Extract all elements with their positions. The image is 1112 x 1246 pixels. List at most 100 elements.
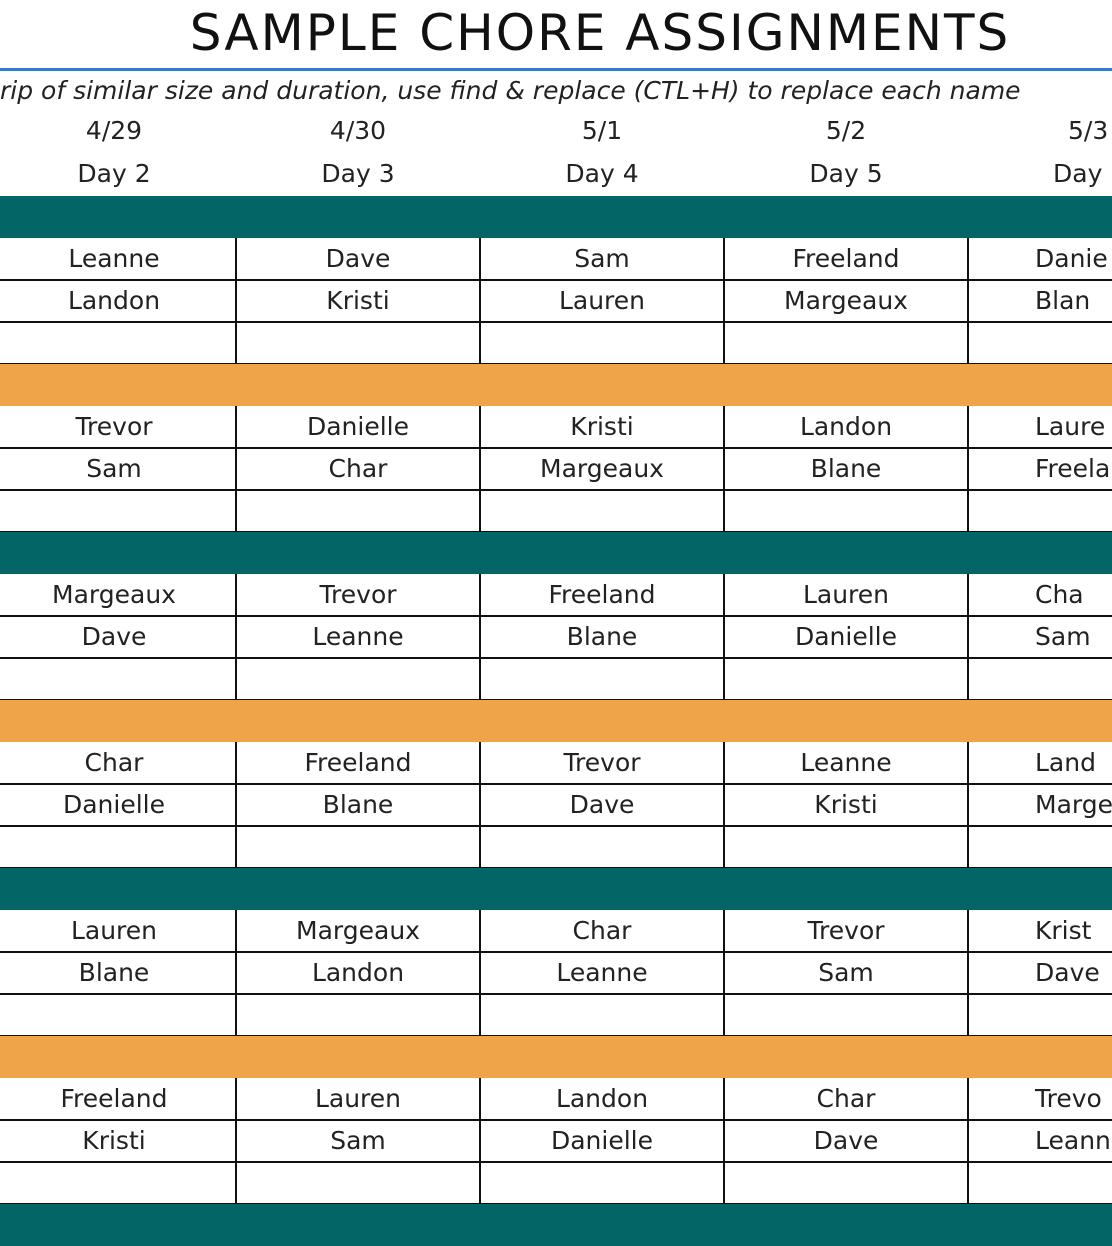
name-cell: Trevor: [319, 580, 397, 609]
name-cell: Blan: [1035, 286, 1091, 315]
name-cell: Danie: [1035, 244, 1108, 273]
row-border: [0, 447, 1112, 449]
name-cell: Trevor: [807, 916, 885, 945]
date: 5/3: [1068, 116, 1109, 145]
name-cell: Freeland: [548, 580, 656, 609]
name-cell: Char: [328, 454, 388, 483]
name-cell: Lauren: [314, 1084, 402, 1113]
title: SAMPLE CHORE ASSIGNMENTS: [189, 4, 1011, 62]
group-band: [0, 1204, 1112, 1246]
col-border: [723, 1078, 725, 1204]
date: 4/29: [85, 116, 143, 145]
col-border: [235, 910, 237, 1036]
row-border: [0, 783, 1112, 785]
name-cell: Sam: [1035, 622, 1091, 651]
col-border: [235, 574, 237, 700]
date: 4/30: [329, 116, 387, 145]
name-cell: Sam: [86, 454, 142, 483]
name-cell: Cha: [1035, 580, 1084, 609]
name-cell: Marge: [1035, 790, 1112, 819]
name-cell: Kristi: [82, 1126, 146, 1155]
name-cell: Trevor: [75, 412, 153, 441]
name-cell: Krist: [1035, 916, 1092, 945]
col-border: [723, 742, 725, 868]
name-cell: Land: [1035, 748, 1096, 777]
name-cell: Margeaux: [296, 916, 420, 945]
name-cell: Sam: [574, 244, 630, 273]
name-cell: Dave: [1035, 958, 1100, 987]
row-border: [0, 279, 1112, 281]
name-cell: Dave: [81, 622, 147, 651]
name-cell: Blane: [322, 790, 394, 819]
col-border: [479, 406, 481, 532]
name-cell: Blane: [78, 958, 150, 987]
title-rule: [0, 68, 1112, 71]
col-border: [967, 910, 969, 1036]
name-cell: Char: [572, 916, 632, 945]
name-cell: Margeaux: [540, 454, 664, 483]
row-border: [0, 993, 1112, 995]
name-cell: Margeaux: [52, 580, 176, 609]
row-border: [0, 489, 1112, 491]
name-cell: Dave: [325, 244, 391, 273]
name-cell: Margeaux: [784, 286, 908, 315]
name-cell: Lauren: [558, 286, 646, 315]
name-cell: Landon: [67, 286, 161, 315]
col-border: [479, 1078, 481, 1204]
col-border: [723, 574, 725, 700]
name-cell: Lauren: [802, 580, 890, 609]
day: Day 5: [809, 159, 883, 188]
col-border: [479, 574, 481, 700]
col-border: [723, 910, 725, 1036]
name-cell: Lauren: [70, 916, 158, 945]
name-cell: Kristi: [570, 412, 634, 441]
col-border: [235, 742, 237, 868]
group-band: [0, 700, 1112, 742]
name-cell: Freeland: [792, 244, 900, 273]
row-border: [0, 1119, 1112, 1121]
row-border: [0, 657, 1112, 659]
col-border: [479, 742, 481, 868]
col-border: [967, 406, 969, 532]
name-cell: Freeland: [304, 748, 412, 777]
col-border: [235, 238, 237, 364]
name-cell: Danielle: [794, 622, 897, 651]
col-border: [235, 406, 237, 532]
day: Day 3: [321, 159, 395, 188]
group-band: [0, 196, 1112, 238]
day: Day: [1053, 159, 1103, 188]
name-cell: Leanne: [68, 244, 160, 273]
name-cell: Leanne: [312, 622, 404, 651]
name-cell: Trevor: [563, 748, 641, 777]
row-border: [0, 1161, 1112, 1163]
col-border: [723, 406, 725, 532]
name-cell: Laure: [1035, 412, 1106, 441]
group-band: [0, 868, 1112, 910]
name-cell: Kristi: [326, 286, 390, 315]
col-border: [723, 238, 725, 364]
col-border: [479, 910, 481, 1036]
row-border: [0, 615, 1112, 617]
name-cell: Sam: [330, 1126, 386, 1155]
name-cell: Landon: [311, 958, 405, 987]
name-cell: Landon: [555, 1084, 649, 1113]
name-cell: Blane: [566, 622, 638, 651]
row-border: [0, 951, 1112, 953]
name-cell: Leann: [1035, 1126, 1111, 1155]
name-cell: Trevo: [1035, 1084, 1102, 1113]
name-cell: Char: [84, 748, 144, 777]
group-band: [0, 1036, 1112, 1078]
name-cell: Char: [816, 1084, 876, 1113]
name-cell: Dave: [813, 1126, 879, 1155]
date: 5/1: [581, 116, 623, 145]
row-border: [0, 321, 1112, 323]
group-band: [0, 532, 1112, 574]
day: Day 2: [77, 159, 151, 188]
name-cell: Leanne: [556, 958, 648, 987]
name-cell: Landon: [799, 412, 893, 441]
day: Day 4: [565, 159, 639, 188]
col-border: [967, 574, 969, 700]
name-cell: Sam: [818, 958, 874, 987]
name-cell: Leanne: [800, 748, 892, 777]
